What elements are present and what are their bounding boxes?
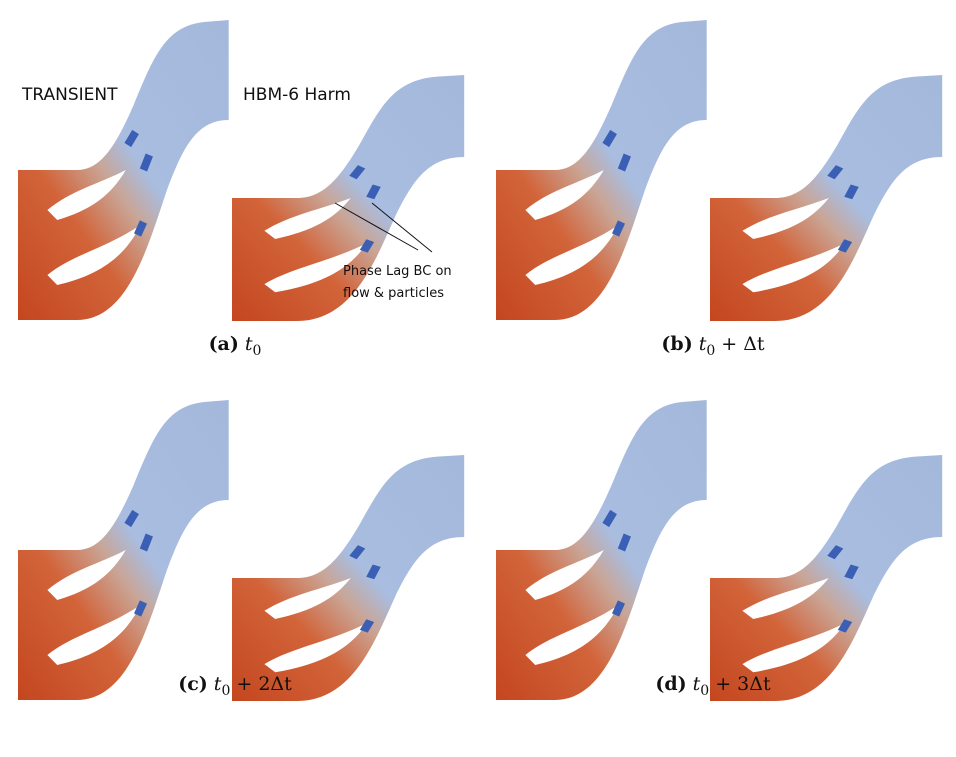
panels	[18, 20, 942, 701]
hbm-image	[710, 75, 942, 321]
caption-rest: + 3Δt	[715, 673, 771, 695]
transient-image	[18, 400, 229, 700]
transient-label: TRANSIENT	[21, 85, 118, 105]
hbm-image	[710, 455, 942, 701]
hbm-label: HBM-6 Harm	[243, 85, 351, 105]
transient-image	[18, 20, 229, 320]
caption-sub: 0	[253, 343, 262, 359]
caption-rest: + 2Δt	[236, 673, 292, 695]
figure: TRANSIENT HBM-6 Harm Phase Lag BC on flo…	[0, 0, 956, 757]
hbm-image	[232, 455, 464, 701]
panel	[18, 400, 464, 701]
panel	[496, 400, 942, 701]
caption-sub: 0	[221, 683, 230, 699]
hbm-image	[232, 75, 464, 321]
annotation-line: Phase Lag BC on	[343, 264, 452, 279]
caption-sub: 0	[706, 343, 715, 359]
caption-tag: (b)	[661, 333, 692, 355]
annotation-line: flow & particles	[343, 286, 444, 301]
caption-sub: 0	[700, 683, 709, 699]
transient-image	[496, 400, 707, 700]
transient-image	[496, 20, 707, 320]
caption-tag: (c)	[178, 673, 208, 695]
caption: (a)t0	[209, 333, 262, 359]
panel	[496, 20, 942, 321]
caption-rest: + Δt	[721, 333, 765, 355]
caption-tag: (d)	[655, 673, 686, 695]
caption: (b)t0+ Δt	[661, 333, 765, 359]
caption-tag: (a)	[209, 333, 239, 355]
